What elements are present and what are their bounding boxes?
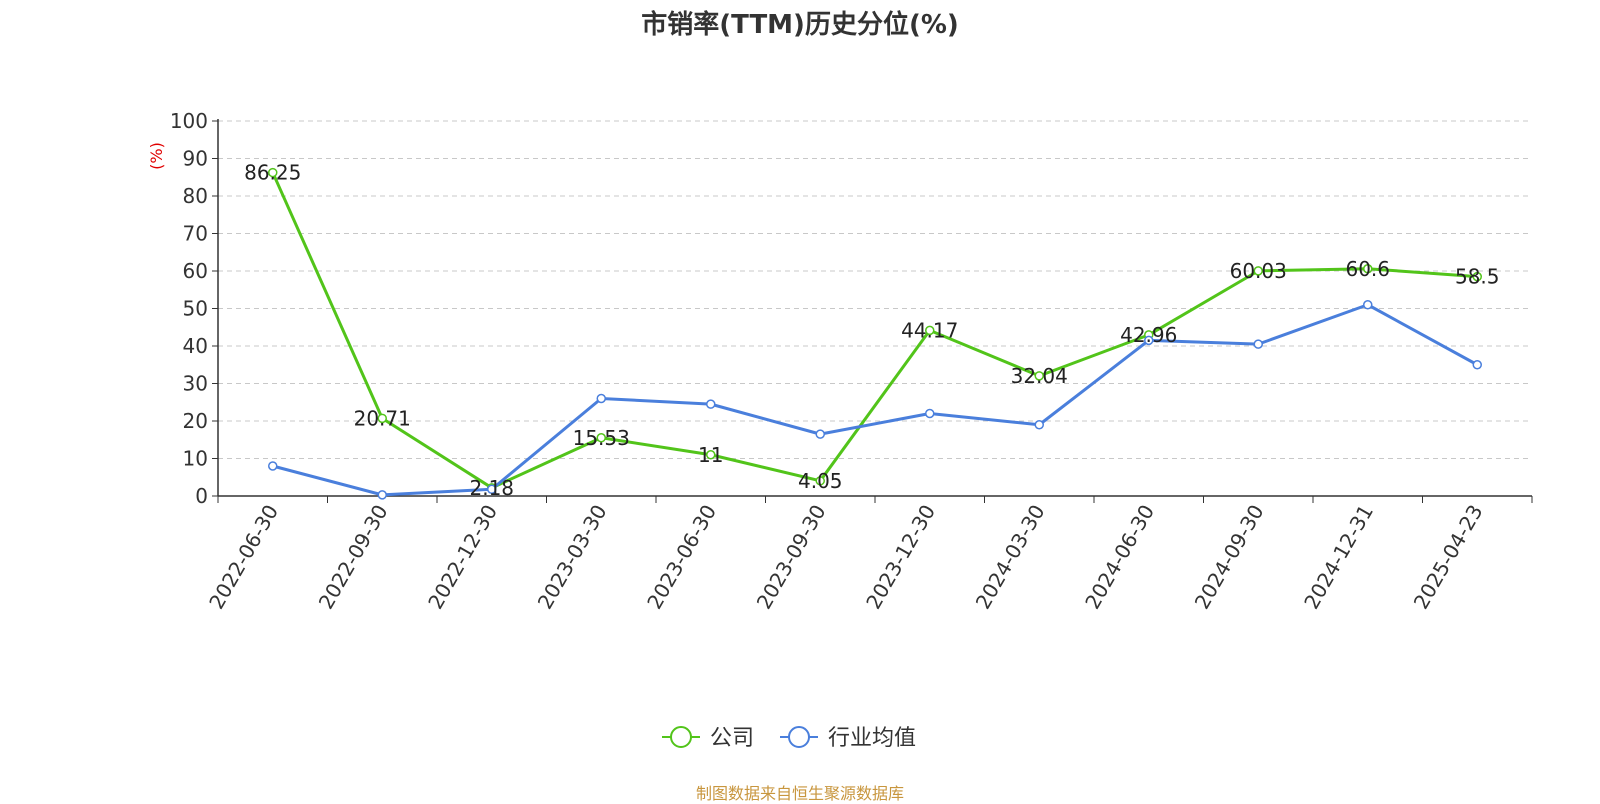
x-tick-label: 2023-12-30	[861, 501, 940, 614]
grid-lines	[218, 120, 1532, 459]
data-point	[377, 490, 387, 500]
data-point	[487, 484, 497, 494]
data-point	[268, 167, 278, 178]
y-tick-label: 70	[183, 222, 208, 246]
x-tick-label: 2024-06-30	[1080, 501, 1159, 614]
data-label: 44.17	[901, 318, 958, 342]
data-point	[377, 413, 387, 424]
data-point	[815, 476, 825, 486]
data-point	[1363, 264, 1373, 274]
y-tick-label: 40	[183, 334, 208, 358]
data-label: 60.6	[1345, 257, 1390, 281]
y-tick-label: 50	[183, 297, 208, 321]
y-tick-label: 90	[183, 147, 208, 171]
data-point	[1363, 300, 1373, 310]
legend-circle-icon	[788, 726, 810, 748]
y-tick-label: 20	[183, 409, 208, 433]
y-tick-label: 100	[170, 109, 208, 133]
data-point	[925, 408, 935, 419]
source-note: 制图数据来自恒生聚源数据库	[695, 784, 904, 803]
data-label: 2.18	[469, 476, 514, 500]
data-label: 15.53	[573, 426, 630, 450]
legend-label: 行业均值	[828, 726, 916, 751]
x-tick-label: 2022-12-30	[423, 501, 502, 614]
data-point	[706, 399, 716, 409]
data-point	[596, 433, 606, 443]
data-label: 32.04	[1011, 364, 1068, 388]
data-label: 42.96	[1120, 323, 1177, 347]
x-tick-label: 2024-09-30	[1190, 501, 1269, 614]
x-tick-label: 2022-09-30	[314, 501, 393, 614]
data-point	[815, 429, 825, 439]
data-point	[1472, 271, 1482, 282]
x-tick-label: 2023-09-30	[752, 501, 831, 614]
data-point	[1253, 266, 1263, 276]
data-point	[1034, 420, 1044, 430]
data-labels: 86.25 20.71 2.18 15.53 11 4.05 44.17 32.04 42.96…	[244, 161, 1499, 500]
data-point	[1034, 371, 1044, 381]
x-tick-label: 2023-06-30	[642, 501, 721, 614]
data-label: 86.25	[244, 161, 301, 185]
data-label: 20.71	[354, 406, 411, 430]
series-line-1	[272, 303, 1478, 497]
y-tick-label: 80	[183, 184, 208, 208]
y-tick-label: 30	[183, 372, 208, 396]
data-point	[1472, 360, 1482, 370]
data-label: 58.5	[1455, 265, 1500, 289]
y-tick-label: 60	[183, 259, 208, 283]
data-label: 4.05	[798, 469, 843, 493]
data-point	[268, 461, 278, 471]
y-axis-label: (%)	[147, 142, 166, 170]
data-point	[706, 450, 716, 460]
data-point	[1253, 339, 1263, 349]
x-tick-label: 2022-06-30	[204, 501, 283, 614]
legend-item-1: 行业均值	[780, 726, 916, 751]
legend: 公司 行业均值	[662, 726, 916, 751]
chart-title: 市销率(TTM)历史分位(%)	[641, 10, 959, 40]
y-tick-label: 0	[195, 484, 208, 508]
data-point	[1144, 335, 1154, 346]
series-layer	[268, 167, 1482, 500]
series-line-0	[271, 171, 1478, 490]
y-tick-label: 10	[183, 447, 208, 471]
legend-label: 公司	[710, 726, 754, 751]
data-point	[596, 393, 606, 404]
legend-circle-icon	[670, 726, 692, 748]
data-point	[925, 325, 935, 336]
x-tick-label: 2025-04-23	[1409, 501, 1488, 614]
data-label: 11	[698, 443, 723, 467]
x-tick-label: 2023-03-30	[533, 501, 612, 614]
x-tick-label: 2024-03-30	[971, 501, 1050, 614]
data-label: 60.03	[1230, 259, 1287, 283]
x-tick-label: 2024-12-31	[1299, 501, 1378, 614]
axes: 0 10 20 30 40 50 60 70 80 90 100(%) 2022-06-30 2022-…	[147, 109, 1533, 614]
legend-item-0: 公司	[662, 726, 754, 751]
